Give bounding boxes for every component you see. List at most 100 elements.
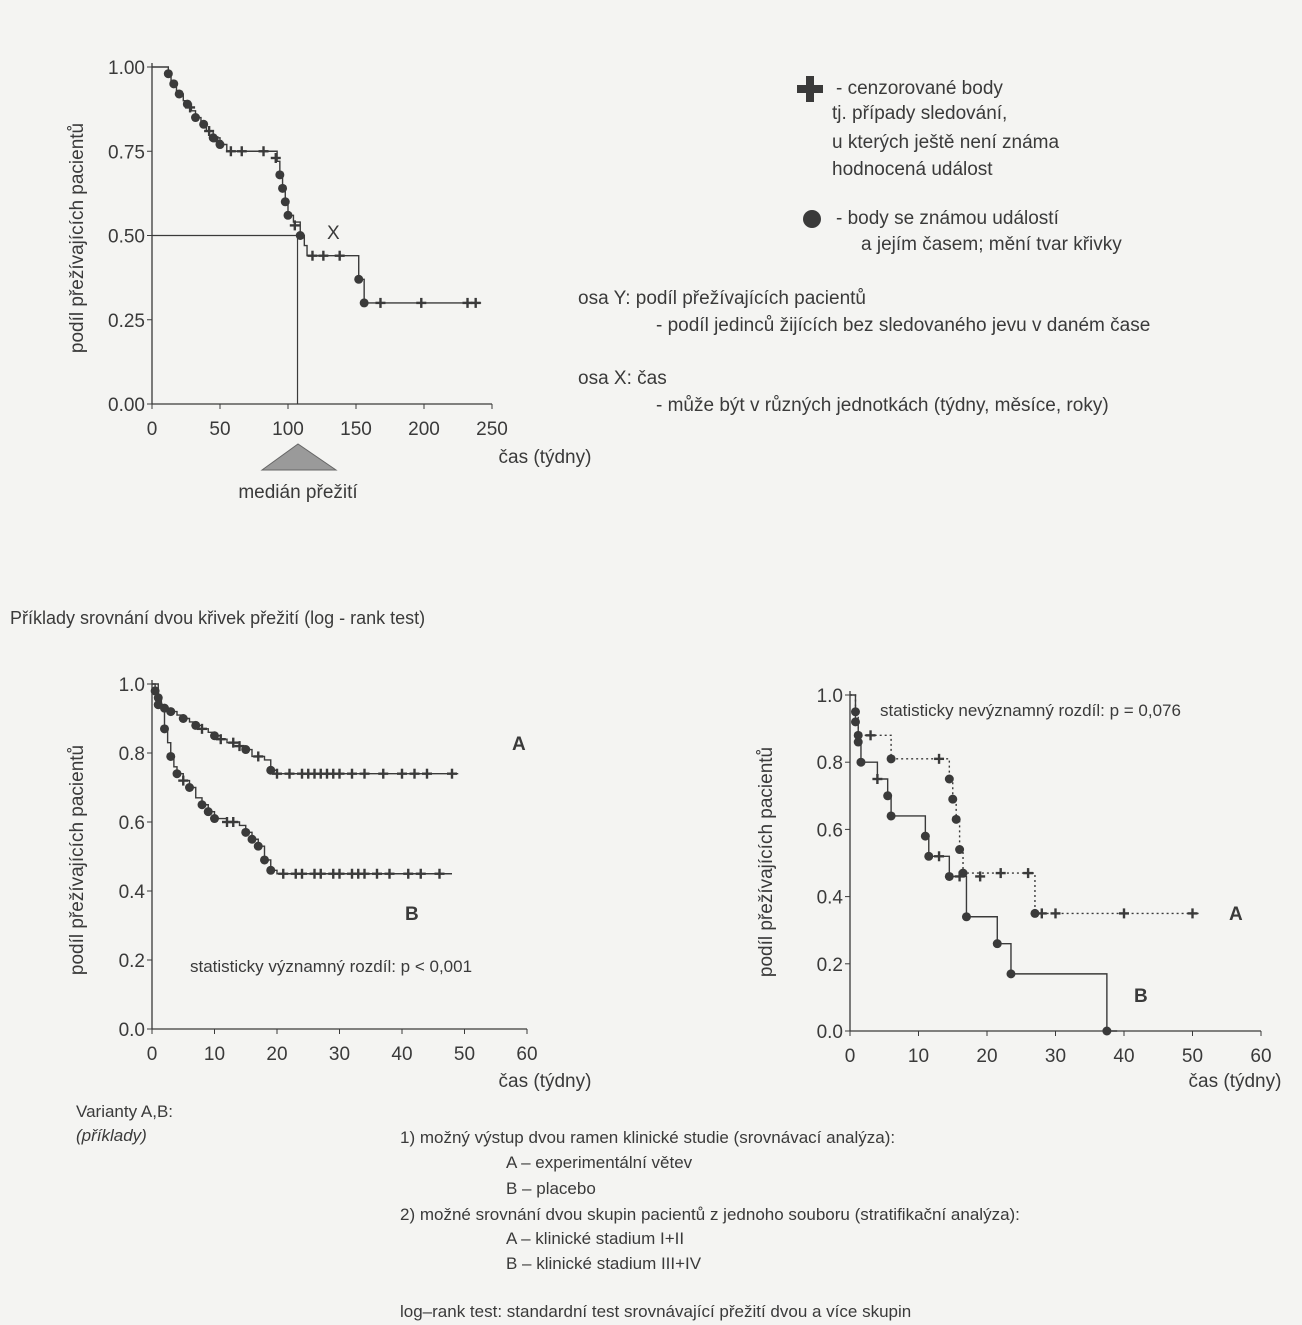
significance-annotation: statisticky významný rozdíl: p < 0,001 [190, 957, 472, 976]
x-axis-label: čas (týdny) [499, 447, 592, 468]
x-tick-label: 250 [476, 419, 508, 440]
series-b-event-dot [260, 855, 269, 865]
series-b-censored-mark [372, 868, 382, 879]
varianty-title: Varianty A,B: [76, 1102, 174, 1121]
series-a-event-dot [266, 765, 276, 775]
note-2: 2) možné srovnání dvou skupin pacientů z… [400, 1205, 1020, 1224]
y-tick-label: 0.25 [108, 311, 145, 332]
series-a-censored-mark [253, 751, 264, 762]
series-a-censored-mark [409, 768, 420, 779]
y-axis-label: podíl přežívajících pacientů [67, 745, 88, 975]
series-b-event-dot [160, 724, 169, 734]
series-b-censored-mark [975, 871, 986, 882]
y-tick-label: 0.00 [108, 395, 145, 416]
series-a-event-dot [191, 720, 201, 730]
series-b-event-dot [203, 807, 213, 817]
series-b-censored-mark [178, 775, 189, 786]
survival-curve [152, 66, 482, 308]
series-b-censored-mark [297, 868, 307, 879]
series-a-censored-mark [397, 768, 407, 779]
series-0-event-dot [283, 210, 293, 220]
series-0-event-dot [174, 89, 184, 99]
x-tick-label: 60 [516, 1044, 537, 1065]
series-b-censored-mark [415, 868, 426, 879]
series-0-censored-mark [470, 297, 481, 308]
series-0-censored-mark [334, 250, 345, 261]
y-tick-label: 0.8 [119, 744, 145, 765]
x-tick-label: 40 [391, 1044, 412, 1065]
series-b-event-dot [853, 737, 863, 747]
x-marker-label: X [327, 223, 340, 244]
series-0-event-dot [280, 197, 290, 207]
series-b-censored-mark [872, 774, 883, 784]
y-tick-label: 0.50 [108, 227, 145, 248]
axes [147, 63, 493, 409]
legend-censored-desc-1: tj. případy sledování, [832, 103, 1008, 124]
note-2a: A – klinické stadium I+II [506, 1229, 685, 1248]
series-0-event-dot [354, 274, 364, 284]
legend-censored-desc-3: hodnocená událost [832, 159, 993, 180]
y-tick-label: 0.6 [817, 820, 843, 841]
y-axis-label: podíl přežívajících pacientů [67, 123, 88, 353]
median-label: medián přežití [238, 482, 358, 503]
series-b-event-dot [153, 700, 163, 710]
y-tick-label: 0.2 [119, 951, 145, 972]
x-tick-label: 10 [204, 1044, 225, 1065]
legend-censored-label: - cenzorované body [836, 78, 1003, 99]
series-b-event-dot [247, 834, 257, 844]
legend-event-label: - body se známou událostí [836, 208, 1059, 229]
series-0-censored-mark [416, 297, 427, 308]
series-a-event-dot [944, 774, 954, 784]
series-label-a: A [512, 734, 526, 755]
series-a-censored-mark [272, 768, 282, 779]
series-b-event-dot [850, 717, 860, 727]
x-axis-label: čas (týdny) [499, 1071, 592, 1092]
series-0-step-line [152, 66, 482, 304]
series-label-b: B [1134, 986, 1148, 1007]
series-0-event-dot [199, 119, 209, 129]
series-b-event-dot [172, 769, 182, 779]
chart-median-survival: podíl přežívajících pacientů 0 50 100 150 20… [67, 58, 592, 503]
series-a-censored-mark [995, 868, 1006, 879]
note-1: 1) možný výstup dvou ramen klinické stud… [400, 1128, 896, 1147]
x-tick-label: 50 [454, 1044, 475, 1065]
series-a-censored-mark [228, 737, 239, 748]
series-0-censored-mark [204, 126, 215, 137]
series-0-event-dot [359, 298, 369, 308]
series-b-event-dot [961, 912, 971, 922]
y-tick-label: 0.0 [817, 1022, 843, 1043]
series-0-event-dot [191, 113, 201, 123]
series-0-censored-mark [289, 220, 300, 231]
series-b-censored-mark [434, 868, 445, 879]
series-b-event-dot [992, 939, 1002, 949]
series-a-event-dot [210, 731, 219, 741]
series-0-event-dot [215, 140, 225, 150]
series-b-event-dot [856, 757, 866, 767]
chart-significant-difference: podíl přežívajících pacientů 0 10 20 30 40 50… [67, 675, 592, 1092]
x-tick-label: 10 [908, 1046, 929, 1067]
tick-labels: 0 10 20 30 40 50 60 0.0 0.2 0.4 0.6 0.8 1.0 [817, 686, 1272, 1067]
series-b-censored-mark [384, 868, 395, 879]
series-a-event-dot [150, 686, 160, 696]
x-tick-label: 40 [1113, 1046, 1134, 1067]
series-a-event-dot [948, 794, 958, 804]
series-b-censored-mark [954, 871, 965, 882]
series-0-event-dot [208, 133, 218, 143]
series-label-b: B [405, 904, 419, 925]
series-b-censored-mark [403, 868, 414, 879]
y-tick-label: 1.00 [108, 58, 145, 79]
series-b-event-dot [1102, 1026, 1112, 1036]
series-b-event-dot [253, 841, 263, 851]
series-0-censored-mark [236, 146, 247, 157]
note-2b: B – klinické stadium III+IV [506, 1254, 702, 1273]
series-b-censored-mark [934, 851, 945, 862]
series-b-event-dot [1006, 969, 1016, 979]
tick-labels: 0 50 100 150 200 250 0.00 0.25 0.50 0.75 1.00 [108, 58, 508, 440]
legend-censored-desc-2: u kterých ještě není známa [832, 132, 1060, 153]
series-0-event-dot [169, 79, 179, 89]
x-tick-label: 30 [329, 1044, 350, 1065]
series-b-censored-mark [359, 868, 370, 879]
series-a-censored-mark [215, 734, 226, 745]
note-1b: B – placebo [506, 1179, 596, 1198]
series-a-censored-mark [378, 768, 389, 779]
